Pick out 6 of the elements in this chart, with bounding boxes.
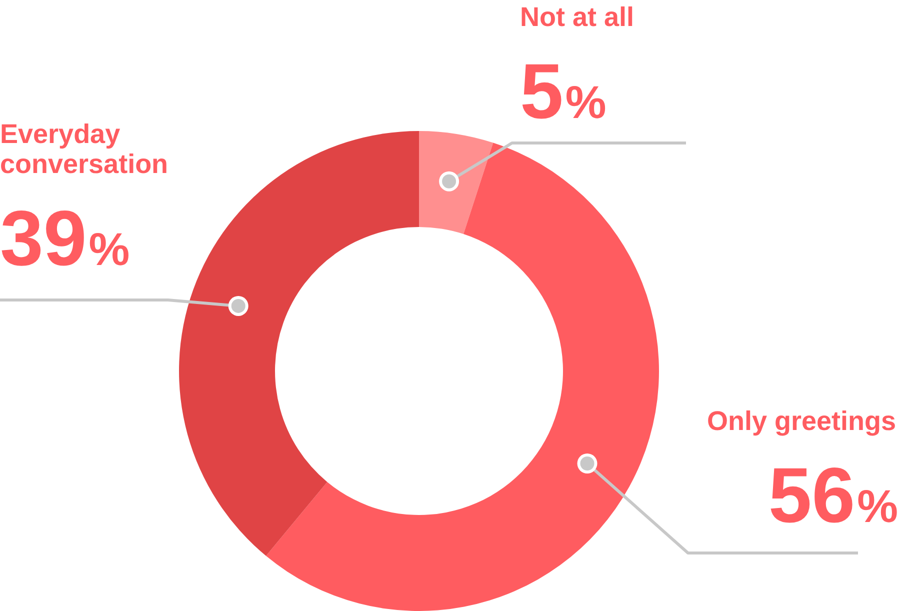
data-label: 5% <box>520 47 606 135</box>
slice-label: Everyday conversation <box>0 119 168 179</box>
data-label: 56% <box>768 451 898 539</box>
data-label: 39% <box>0 194 130 282</box>
slice-label: Not at all <box>520 2 634 32</box>
slice-label: Only greetings <box>706 406 896 436</box>
